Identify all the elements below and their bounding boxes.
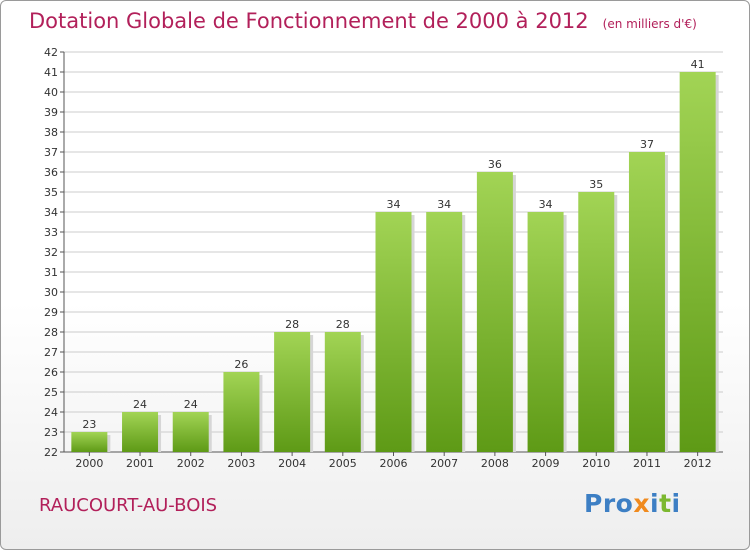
bar	[274, 332, 311, 452]
bar	[375, 212, 412, 452]
y-tick-label: 35	[44, 186, 58, 199]
data-label: 23	[82, 418, 96, 431]
bar	[578, 192, 615, 452]
chart-title-text: Dotation Globale de Fonctionnement de 20…	[29, 9, 589, 33]
x-tick-label: 2002	[177, 457, 205, 470]
y-axis: 22 23 24 25 26 27 28 29 30 31 32 33 34 35 36 37 38 39 40 41…	[44, 46, 65, 459]
y-tick-label: 37	[44, 146, 58, 159]
logo-letter: t	[659, 489, 672, 518]
data-label: 34	[387, 198, 401, 211]
bar	[223, 372, 260, 452]
y-tick-label: 29	[44, 306, 58, 319]
y-tick-label: 39	[44, 106, 58, 119]
data-label: 41	[691, 58, 705, 71]
y-tick-label: 33	[44, 226, 58, 239]
data-label: 28	[285, 318, 299, 331]
y-tick-label: 23	[44, 426, 58, 439]
logo-letter: i	[671, 489, 681, 518]
x-tick-label: 2010	[582, 457, 610, 470]
x-tick-label: 2009	[532, 457, 560, 470]
y-tick-label: 32	[44, 246, 58, 259]
data-label: 28	[336, 318, 350, 331]
chart-title: Dotation Globale de Fonctionnement de 20…	[29, 9, 697, 33]
data-label: 24	[184, 398, 198, 411]
y-tick-label: 34	[44, 206, 58, 219]
y-tick-label: 41	[44, 66, 58, 79]
logo-letter: r	[602, 489, 616, 518]
data-labels: 23 24 24 26 28 28 34 34 36 34 35 37 41	[82, 58, 704, 431]
bar	[324, 332, 361, 452]
x-tick-label: 2004	[278, 457, 306, 470]
y-tick-label: 31	[44, 266, 58, 279]
y-tick-label: 30	[44, 286, 58, 299]
data-label: 36	[488, 158, 502, 171]
x-tick-label: 2012	[684, 457, 712, 470]
y-tick-label: 22	[44, 446, 58, 459]
bar	[628, 152, 665, 452]
x-axis: 2000 2001 2002 2003 2004 2005 2006 2007 2008 2009…	[64, 451, 723, 470]
x-tick-label: 2000	[75, 457, 103, 470]
chart-unit: (en milliers d'€)	[602, 17, 697, 31]
x-tick-label: 2001	[126, 457, 154, 470]
x-tick-label: 2006	[380, 457, 408, 470]
bar	[172, 412, 209, 452]
x-tick-label: 2003	[227, 457, 255, 470]
bar	[71, 432, 108, 452]
data-label: 24	[133, 398, 147, 411]
y-tick-label: 25	[44, 386, 58, 399]
bars	[71, 72, 719, 452]
bar	[679, 72, 716, 452]
logo-letter: i	[650, 489, 660, 518]
bar	[527, 212, 564, 452]
x-tick-label: 2008	[481, 457, 509, 470]
y-tick-label: 36	[44, 166, 58, 179]
logo-letter: o	[615, 489, 634, 518]
y-tick-label: 40	[44, 86, 58, 99]
data-label: 34	[539, 198, 553, 211]
data-label: 26	[234, 358, 248, 371]
bar	[122, 412, 159, 452]
logo-letter: x	[633, 489, 650, 518]
data-label: 37	[640, 138, 654, 151]
commune-name: RAUCOURT-AU-BOIS	[39, 495, 218, 516]
proxiti-logo: Proxiti	[584, 489, 681, 518]
y-tick-label: 27	[44, 346, 58, 359]
bar	[476, 172, 513, 452]
y-tick-label: 26	[44, 366, 58, 379]
y-tick-label: 24	[44, 406, 58, 419]
bar	[426, 212, 463, 452]
y-tick-label: 28	[44, 326, 58, 339]
y-tick-label: 42	[44, 46, 58, 59]
data-label: 34	[437, 198, 451, 211]
x-tick-label: 2005	[329, 457, 357, 470]
x-tick-label: 2007	[430, 457, 458, 470]
y-tick-label: 38	[44, 126, 58, 139]
data-label: 35	[589, 178, 603, 191]
logo-letter: P	[584, 489, 603, 518]
x-tick-label: 2011	[633, 457, 661, 470]
